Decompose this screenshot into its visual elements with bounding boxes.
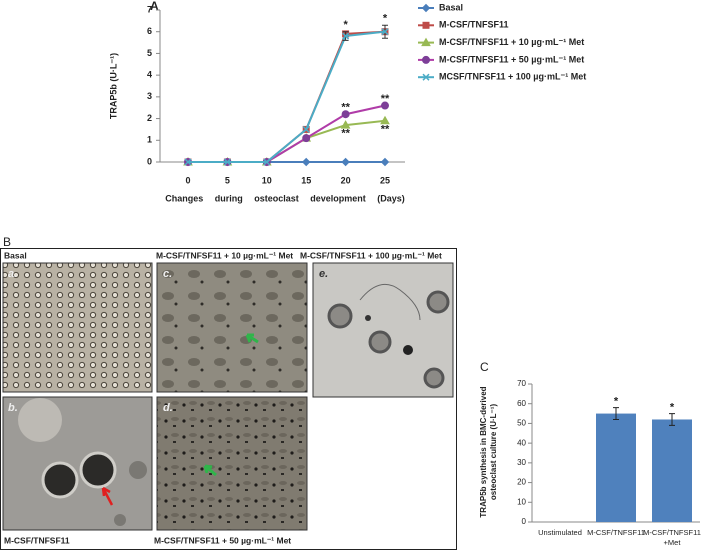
y-tick-label: 7 (147, 4, 152, 14)
marker (380, 157, 390, 167)
x-tick-label: Unstimulated (538, 528, 582, 537)
x-tick-label: 20 (341, 175, 351, 185)
micrograph-header: M-CSF/TNFSF11 + 100 µg·mL⁻¹ Met (300, 250, 442, 260)
annotation: * (670, 402, 675, 414)
image-label: e. (319, 268, 328, 280)
marker (263, 158, 271, 166)
annotation: ** (381, 123, 390, 135)
panel-label: A (150, 0, 159, 13)
y-tick-label: 1 (147, 135, 152, 145)
y-tick-label: 2 (147, 113, 152, 123)
annotation: * (383, 13, 388, 25)
legend-label: M-CSF/TNFSF11 + 50 µg·mL⁻¹ Met (439, 54, 584, 64)
annotation: ** (381, 93, 390, 105)
micrograph-image (312, 262, 454, 398)
y-tick-label: 0 (147, 156, 152, 166)
panel-label: B (3, 235, 11, 249)
series-line (188, 30, 386, 163)
legend-label: M-CSF/TNFSF11 + 10 µg·mL⁻¹ Met (439, 37, 584, 47)
annotation: * (614, 396, 619, 408)
series-line (188, 30, 386, 163)
x-tick-label: 10 (262, 175, 272, 185)
x-tick-label: 0 (185, 175, 190, 185)
series-line (188, 104, 386, 163)
legend-label: MCSF/TNFSF11 + 100 µg·mL⁻¹ Met (439, 72, 586, 82)
y-tick-label: 6 (147, 26, 152, 36)
y-axis-label: TRAP5b synthesis in BMC-derived osteocla… (479, 386, 498, 518)
micrograph-footer: M-CSF/TNFSF11 + 50 µg·mL⁻¹ Met (154, 535, 291, 545)
x-tick-label: 25 (380, 175, 390, 185)
micrograph-image (2, 262, 153, 393)
marker (381, 101, 389, 110)
y-tick-label: 5 (147, 48, 152, 58)
x-tick-label: 15 (301, 175, 311, 185)
marker (342, 32, 350, 40)
marker (380, 115, 390, 125)
annotation: * (343, 19, 348, 31)
marker (421, 3, 431, 13)
arrow (245, 333, 259, 344)
marker (302, 134, 311, 143)
micrograph-image (156, 396, 308, 531)
image-label: b. (8, 402, 18, 414)
image-label: c. (163, 268, 172, 280)
error-bar (669, 413, 675, 426)
x-tick-label: M-CSF/TNFSF11 +Met (643, 528, 701, 547)
micrograph-image (156, 262, 308, 393)
y-axis-label: TRAP5b (U·L⁻¹) (108, 53, 118, 119)
micrograph-footer: M-CSF/TNFSF11 (4, 535, 70, 545)
bar (652, 419, 692, 522)
y-tick-label: 40 (517, 438, 526, 447)
arrow (203, 464, 217, 477)
y-tick-label: 10 (517, 497, 526, 506)
marker (223, 158, 231, 166)
marker (422, 21, 430, 29)
micrograph-header: M-CSF/TNFSF11 + 10 µg·mL⁻¹ Met (156, 250, 293, 260)
micrograph-image (2, 396, 153, 531)
y-tick-label: 4 (147, 70, 152, 80)
x-axis-label: Changes during osteoclast development (D… (165, 193, 405, 203)
annotation: ** (341, 128, 350, 140)
image-label: d. (163, 402, 173, 414)
marker (184, 158, 192, 166)
micrograph-header: Basal (4, 250, 27, 260)
y-tick-label: 20 (517, 478, 526, 487)
legend-label: M-CSF/TNFSF11 (439, 20, 509, 30)
marker (340, 120, 351, 129)
marker (341, 110, 350, 119)
x-tick-label: 5 (225, 175, 230, 185)
bar (596, 413, 636, 522)
marker (421, 37, 431, 47)
y-tick-label: 60 (517, 399, 526, 408)
y-tick-label: 70 (517, 379, 526, 388)
x-tick-label: M-CSF/TNFSF11 (587, 528, 645, 537)
legend-label: Basal (439, 2, 463, 12)
y-tick-label: 3 (147, 91, 152, 101)
marker (302, 125, 310, 133)
annotation: ** (341, 102, 350, 114)
marker (301, 157, 311, 167)
marker (422, 73, 430, 81)
image-label: a. (8, 268, 17, 280)
y-tick-label: 0 (522, 517, 527, 526)
y-tick-label: 50 (517, 419, 526, 428)
series-line (188, 119, 386, 163)
marker (381, 28, 389, 36)
error-bar (613, 407, 619, 420)
y-tick-label: 30 (517, 458, 526, 467)
marker (422, 55, 430, 64)
marker (341, 157, 350, 167)
panel-label: C (480, 360, 489, 374)
